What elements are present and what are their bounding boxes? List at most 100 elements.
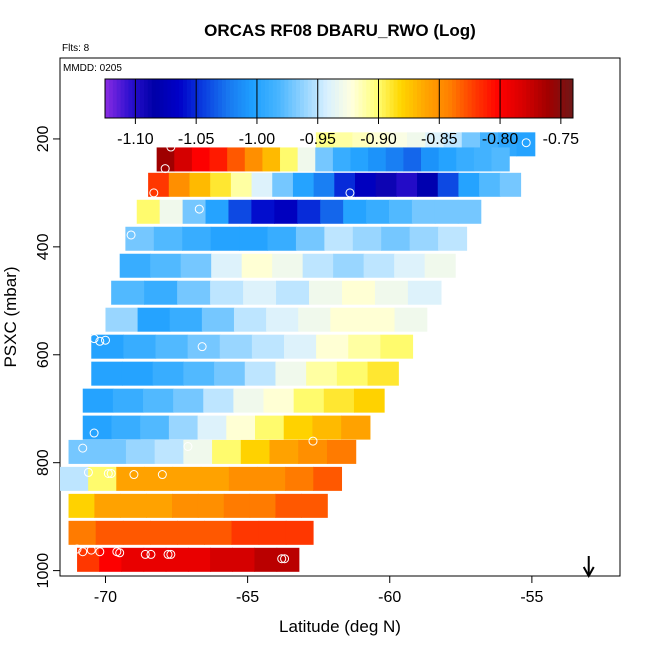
colorbar-segment-43 xyxy=(272,79,278,118)
heatmap-cell-3-8 xyxy=(320,199,344,224)
heatmap-cell-2-0 xyxy=(148,172,170,197)
heatmap-layer xyxy=(60,132,536,572)
heatmap-cell-7-9 xyxy=(394,307,428,332)
heatmap-cell-10-8 xyxy=(323,388,355,413)
sample-point-24 xyxy=(95,547,105,557)
heatmap-cell-9-6 xyxy=(275,361,307,386)
colorbar-segment-93 xyxy=(467,79,473,118)
heatmap-cell-11-2 xyxy=(140,415,170,440)
heatmap-cell-11-4 xyxy=(197,415,227,440)
heatmap-cell-6-6 xyxy=(309,280,343,305)
colorbar-segment-64 xyxy=(354,79,359,118)
heatmap-cell-12-5 xyxy=(212,439,242,464)
heatmap-cell-15-7 xyxy=(258,520,287,545)
colorbar-segment-98 xyxy=(487,79,492,118)
heatmap-cell-8-0 xyxy=(91,334,124,359)
heatmap-cell-12-2 xyxy=(125,439,156,464)
colorbar-segment-24 xyxy=(198,79,203,118)
heatmap-cell-14-1 xyxy=(94,493,121,518)
colorbar-segment-57 xyxy=(327,79,332,118)
colorbar-segment-15 xyxy=(163,79,168,118)
colorbar-segment-109 xyxy=(530,79,535,118)
colorbar-segment-115 xyxy=(553,79,558,118)
heatmap-cell-11-3 xyxy=(168,415,199,440)
heatmap-cell-10-5 xyxy=(233,388,265,413)
heatmap-cell-16-5 xyxy=(187,547,211,572)
heatmap-cell-8-9 xyxy=(380,334,414,359)
colorbar-segment-79 xyxy=(413,79,418,118)
heatmap-cell-4-4 xyxy=(239,226,269,251)
colorbar-segment-38 xyxy=(253,79,258,118)
heatmap-cell-13-5 xyxy=(200,466,230,491)
x-tick-label-3: -55 xyxy=(520,589,543,606)
colorbar-segment-77 xyxy=(405,79,410,118)
colorbar-segment-52 xyxy=(307,79,313,118)
colorbar-segment-90 xyxy=(456,79,461,118)
heatmap-cell-13-3 xyxy=(144,466,174,491)
sample-point-7 xyxy=(126,230,136,240)
colorbar-segment-2 xyxy=(112,79,118,118)
colorbar-tick-label-4: -0.90 xyxy=(360,131,397,148)
heatmap-cell-3-1 xyxy=(159,199,184,224)
heatmap-cell-1-8 xyxy=(297,147,316,172)
heatmap-cell-1-13 xyxy=(385,147,404,172)
heatmap-cell-2-8 xyxy=(313,172,335,197)
colorbar-segment-62 xyxy=(346,79,352,118)
heatmap-cell-3-5 xyxy=(251,199,275,224)
sample-point-9 xyxy=(95,336,105,346)
colorbar-segment-45 xyxy=(280,79,285,118)
heatmap-cell-5-9 xyxy=(394,253,426,278)
heatmap-cell-7-2 xyxy=(169,307,203,332)
heatmap-cell-16-7 xyxy=(232,547,256,572)
heatmap-cell-2-5 xyxy=(251,172,273,197)
heatmap-cell-13-6 xyxy=(228,466,258,491)
heatmap-cell-1-17 xyxy=(456,147,475,172)
colorbar-segment-60 xyxy=(339,79,344,118)
heatmap-cell-10-9 xyxy=(353,388,385,413)
colorbar-segment-27 xyxy=(210,79,215,118)
heatmap-cell-9-9 xyxy=(367,361,399,386)
colorbar-segment-49 xyxy=(296,79,301,118)
colorbar-segment-95 xyxy=(475,79,480,118)
colorbar-segment-51 xyxy=(303,79,309,118)
colorbar-tick-label-0: -1.10 xyxy=(117,131,154,148)
heatmap-cell-5-2 xyxy=(180,253,212,278)
heatmap-cell-2-11 xyxy=(375,172,397,197)
colorbar-segment-87 xyxy=(444,79,449,118)
heatmap-cell-15-8 xyxy=(285,520,314,545)
heatmap-cell-2-15 xyxy=(458,172,480,197)
colorbar-segment-102 xyxy=(502,79,508,118)
colorbar-segment-4 xyxy=(120,79,125,118)
heatmap-cell-4-9 xyxy=(381,226,411,251)
colorbar-segment-21 xyxy=(186,79,192,118)
colorbar-segment-33 xyxy=(233,79,239,118)
heatmap-cell-5-8 xyxy=(363,253,395,278)
heatmap-cell-9-5 xyxy=(244,361,277,386)
colorbar-segment-18 xyxy=(175,79,180,118)
colorbar-segment-26 xyxy=(206,79,211,118)
colorbar-segment-70 xyxy=(378,79,383,118)
heatmap-cell-14-7 xyxy=(249,493,277,518)
heatmap-cell-8-3 xyxy=(187,334,221,359)
heatmap-cell-15-3 xyxy=(150,520,178,545)
heatmap-cell-14-2 xyxy=(120,493,147,518)
colorbar-segment-82 xyxy=(424,79,430,118)
heatmap-cell-11-8 xyxy=(312,415,342,440)
heatmap-cell-1-3 xyxy=(209,147,228,172)
heatmap-cell-2-9 xyxy=(334,172,356,197)
flights-label: Flts: 8 xyxy=(62,43,90,54)
heatmap-cell-16-8 xyxy=(254,547,278,572)
colorbar-segment-10 xyxy=(144,79,149,118)
heatmap-cell-2-13 xyxy=(417,172,439,197)
sample-point-26 xyxy=(115,548,125,558)
colorbar-segment-104 xyxy=(510,79,515,118)
heatmap-cell-4-8 xyxy=(352,226,382,251)
colorbar-segment-20 xyxy=(183,79,188,118)
sample-point-12 xyxy=(89,428,99,438)
colorbar-segment-48 xyxy=(292,79,297,118)
heatmap-cell-12-1 xyxy=(97,439,127,464)
colorbar-tick-label-2: -1.00 xyxy=(239,131,276,148)
heatmap-cell-1-15 xyxy=(421,147,440,172)
heatmap-cell-1-6 xyxy=(262,147,281,172)
